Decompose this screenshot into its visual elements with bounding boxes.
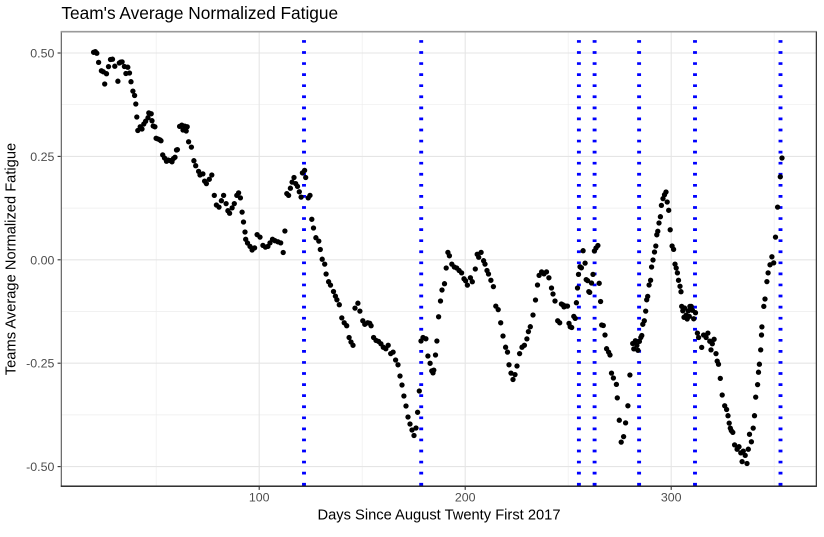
svg-text:100: 100 bbox=[249, 490, 270, 504]
svg-text:0.50: 0.50 bbox=[30, 47, 54, 61]
svg-text:300: 300 bbox=[661, 490, 682, 504]
svg-text:0.25: 0.25 bbox=[30, 150, 54, 164]
svg-text:-0.50: -0.50 bbox=[26, 460, 54, 474]
svg-text:0.00: 0.00 bbox=[30, 253, 54, 267]
svg-text:-0.25: -0.25 bbox=[26, 357, 54, 371]
svg-text:Days Since August Twenty First: Days Since August Twenty First 2017 bbox=[317, 508, 560, 524]
svg-text:200: 200 bbox=[455, 490, 476, 504]
svg-text:Teams Average Normalized Fatig: Teams Average Normalized Fatigue bbox=[4, 143, 20, 375]
svg-text:Team's Average Normalized Fati: Team's Average Normalized Fatigue bbox=[61, 3, 338, 23]
